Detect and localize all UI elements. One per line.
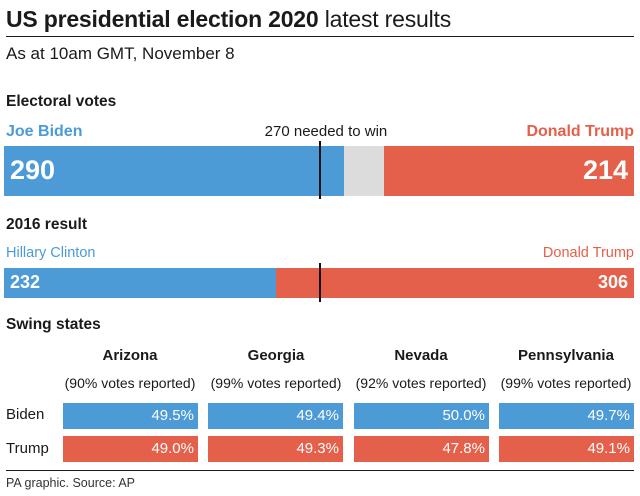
state-name-pennsylvania: Pennsylvania [518,347,614,364]
swing-value-trump-arizona: 49.0% [151,440,194,457]
state-name-arizona: Arizona [102,347,158,364]
row-label-trump: Trump [6,440,49,457]
chart-title: US presidential election 2020 latest res… [6,6,451,33]
swing-section-label: Swing states [6,316,101,333]
electoral-section-label: Electoral votes [6,93,117,110]
swing-value-biden-georgia: 49.4% [296,407,339,424]
electoral-right-name: Donald Trump [526,123,634,140]
state-reported-georgia: (99% votes reported) [210,375,342,391]
swing-value-trump-pennsylvania: 49.1% [587,440,630,457]
result2016-section-label: 2016 result [6,216,87,233]
footer-rule [6,470,634,471]
result2016-bar-chart: 232 306 [4,268,634,298]
electoral-bar-chart: 290 214 [4,146,634,196]
swing-bar-trump-arizona: 49.0% [63,436,198,462]
electoral-bar-undecided [344,146,384,196]
result2016-value-trump: 306 [597,272,628,292]
swing-bar-biden-nevada: 50.0% [354,403,489,429]
result2016-value-clinton: 232 [10,272,41,292]
swing-bar-trump-georgia: 49.3% [208,436,343,462]
row-label-biden: Biden [6,406,45,423]
result2016-bar-trump: 306 [276,268,634,298]
title-rule [6,36,634,37]
result2016-left-name: Hillary Clinton [6,245,96,261]
electoral-bar-trump: 214 [384,146,634,196]
electoral-left-name: Joe Biden [6,123,83,140]
swing-value-biden-nevada: 50.0% [442,407,485,424]
electoral-value-biden: 290 [10,155,56,185]
state-name-georgia: Georgia [247,347,305,364]
state-reported-arizona: (90% votes reported) [64,375,196,391]
swing-bar-biden-georgia: 49.4% [208,403,343,429]
swing-value-trump-nevada: 47.8% [442,440,485,457]
result2016-bar-clinton: 232 [4,268,276,298]
result2016-right-name: Donald Trump [542,245,634,261]
electoral-threshold-line [319,141,322,199]
title-bold: US presidential election 2020 [6,6,319,32]
swing-bar-trump-nevada: 47.8% [354,436,489,462]
electoral-bar-biden: 290 [4,146,344,196]
source-credit: PA graphic. Source: AP [6,476,136,490]
swing-bar-trump-pennsylvania: 49.1% [499,436,634,462]
state-reported-pennsylvania: (99% votes reported) [500,375,632,391]
swing-value-trump-georgia: 49.3% [296,440,339,457]
state-reported-nevada: (92% votes reported) [355,375,487,391]
title-light: latest results [324,6,452,32]
swing-value-biden-arizona: 49.5% [151,407,194,424]
subtitle: As at 10am GMT, November 8 [6,44,235,63]
electoral-value-trump: 214 [582,155,628,185]
swing-bar-biden-pennsylvania: 49.7% [499,403,634,429]
swing-value-biden-pennsylvania: 49.7% [587,407,630,424]
swing-bar-biden-arizona: 49.5% [63,403,198,429]
state-name-nevada: Nevada [394,347,448,364]
result2016-threshold-line [319,263,322,302]
threshold-label: 270 needed to win [264,123,388,140]
